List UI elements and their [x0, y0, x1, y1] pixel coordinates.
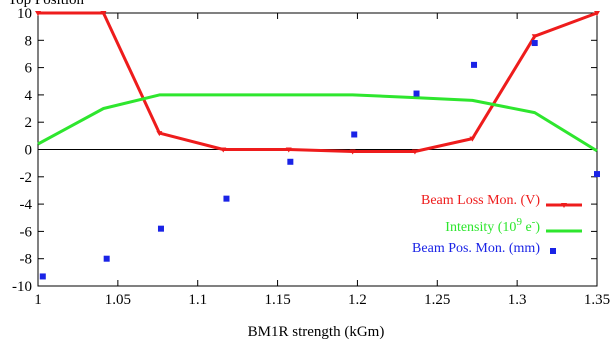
series-1 [35, 11, 600, 155]
y-tick-label: -8 [20, 252, 33, 268]
legend-label-part: Intensity (10 [445, 220, 516, 235]
legend-entry-2: Intensity (109 e-) [445, 216, 582, 235]
legend-swatch-marker [550, 248, 556, 254]
series-point [103, 255, 110, 262]
series-point [35, 11, 41, 16]
series-point [287, 158, 294, 165]
series-group [35, 11, 600, 280]
series-2 [37, 93, 598, 153]
series-point [100, 11, 107, 16]
series-point [39, 273, 46, 280]
y-tick-label: 10 [17, 6, 32, 22]
series-point [413, 90, 420, 97]
legend-label-sup: 9 [516, 216, 522, 228]
y-tick-label: 0 [25, 143, 33, 159]
x-tick-label: 1.2 [348, 292, 367, 308]
series-point [157, 225, 164, 232]
legend-entry-3: Beam Pos. Mon. (mm) [412, 241, 556, 256]
legend-entry-1: Beam Loss Mon. (V) [421, 193, 582, 208]
y-tick-label: 4 [25, 88, 33, 104]
y-tick-label: -4 [20, 197, 33, 213]
x-axis-label: BM1R strength (kGm) [248, 324, 385, 340]
legend-label-sup: - [532, 216, 536, 228]
y-tick-label: -6 [20, 224, 33, 240]
legend-label: Beam Loss Mon. (V) [421, 193, 540, 208]
series-point [469, 136, 476, 142]
series-line [38, 11, 598, 153]
series-point [349, 149, 356, 155]
top-left-text-fragment: Top Position [8, 0, 85, 8]
x-tick-label: 1.05 [105, 292, 131, 308]
y-tick-label: 8 [25, 33, 33, 49]
x-tick-label: 1.1 [188, 292, 207, 308]
x-tick-label: 1.15 [264, 292, 290, 308]
legend-label-part: e [522, 220, 532, 235]
series-point [223, 195, 230, 202]
y-tick-label: 2 [25, 115, 33, 131]
legend-label-part: Beam Loss Mon. (V) [421, 193, 540, 208]
y-tick-label: -10 [12, 279, 32, 295]
series-point [471, 61, 478, 68]
legend-label: Beam Pos. Mon. (mm) [412, 241, 540, 256]
series-point [594, 171, 600, 178]
y-tick-label: -2 [20, 170, 33, 186]
legend: Beam Loss Mon. (V) Intensity (109 e-) Beam… [412, 193, 582, 256]
legend-label-part: Beam Pos. Mon. (mm) [412, 241, 540, 256]
x-tick-label: 1.3 [508, 292, 527, 308]
series-point [411, 149, 418, 155]
series-point [531, 34, 538, 40]
x-tick-label: 1.25 [424, 292, 450, 308]
series-point [531, 40, 538, 47]
series-line [37, 93, 598, 153]
x-tick-label: 1.35 [584, 292, 610, 308]
legend-label-part: ) [535, 220, 540, 235]
legend-label: Intensity (109 e-) [445, 216, 540, 235]
series-point [351, 131, 358, 138]
y-tick-label: 6 [25, 61, 33, 77]
legend-swatch-marker [561, 203, 567, 208]
tick-labels: 1 1.05 1.1 1.15 1.2 1.25 1.3 1.35-10-8-6-4-2024… [12, 6, 610, 308]
series-point [156, 131, 163, 137]
series-point [594, 11, 600, 16]
series-point [285, 147, 292, 153]
x-tick-label: 1 [34, 292, 42, 308]
series-3 [39, 40, 600, 280]
series-point [220, 147, 227, 153]
